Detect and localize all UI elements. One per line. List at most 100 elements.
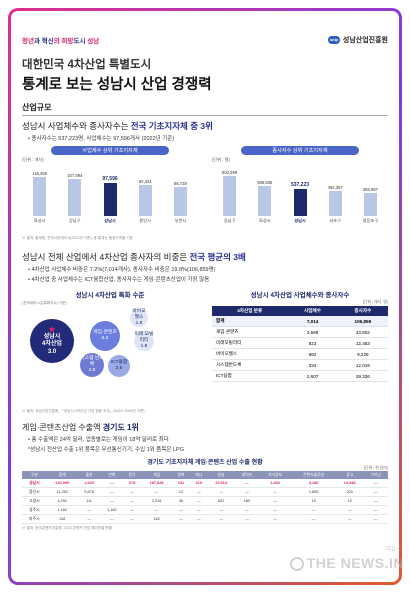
- slogan-part: 의 희망: [53, 38, 74, 45]
- bubble-value: 2.8: [88, 367, 96, 373]
- bar-value-label: 596,605: [257, 180, 273, 186]
- table-header-cell: 영화: [172, 471, 190, 479]
- bar-value-label: 97,596: [102, 175, 118, 182]
- page-title: 통계로 보는 성남시 산업 경쟁력: [22, 77, 212, 93]
- table-header-cell: 게임: [141, 471, 173, 479]
- agency-logo-icon: snip: [327, 36, 340, 44]
- table-cell: 1,406: [259, 479, 291, 488]
- table-row: 용인시 11,252 5,676— — —12— — — —1,605 220—: [22, 487, 388, 497]
- table-cell: —: [363, 479, 388, 488]
- table-cell: —: [100, 487, 124, 497]
- industry-table: 4차산업 분류 사업체수 종사자수 합계 7,014 106,859 게임·콘텐츠 2,56…: [212, 306, 388, 382]
- panel-title: 성남시 4차산업 사업체수와 종사자수: [250, 292, 350, 299]
- table-cell: 용인시: [22, 487, 47, 497]
- table-cell: —: [207, 487, 235, 497]
- table-cell: 36: [172, 496, 190, 506]
- bar-category-label: 서초구: [329, 218, 341, 223]
- table-header-cell: 4차산업 분류: [212, 306, 288, 316]
- table-cell: 12,483: [337, 337, 388, 349]
- table-header-cell: 캐릭터: [234, 471, 260, 479]
- table-cell: 242,999: [46, 479, 78, 488]
- table-header-cell: 구분: [22, 471, 47, 479]
- export-table: 구분 합계 출판 만화 음악 게임 영화 애니 방송 캐릭터 지식정보 콘텐츠솔루션 광고 이러닝 성남시…: [22, 471, 388, 524]
- bar-value-label: 116,455: [32, 170, 47, 176]
- table-cell: —: [234, 505, 260, 515]
- table-cell: 시스템반도체: [212, 359, 288, 371]
- chart-bar: [138, 184, 152, 216]
- export-source: ※ 출처: 한국콘텐츠진흥원, 2023 콘텐츠 산업 해외진출 현황: [22, 526, 113, 530]
- table-header-row: 구분 합계 출판 만화 음악 게임 영화 애니 방송 캐릭터 지식정보 콘텐츠솔루션 광고 이러닝: [22, 471, 388, 479]
- export-bullet: *성남시 전산업 수출 1위 품목은 무선통신기기, 수입 1위 품목은 LPG: [28, 447, 184, 453]
- table-header-cell: 합계: [46, 471, 78, 479]
- table-cell: 334: [287, 359, 338, 371]
- table-cell: 22,914: [207, 479, 235, 488]
- table-cell: —: [290, 505, 337, 515]
- table-cell: 5,676: [77, 487, 101, 497]
- table-row: 시스템반도체 334 12,019: [212, 359, 388, 371]
- table-cell: —: [363, 487, 388, 497]
- table-cell: —: [259, 505, 291, 515]
- slogan-part: 과 혁신: [33, 38, 54, 45]
- table-cell: 106,859: [337, 316, 388, 327]
- specialization-panel: 성남시 4차산업 특화 수준 (전국대비 LQ(특화지수) 기준) ★ 성남시 …: [22, 289, 198, 407]
- table-cell: —: [123, 496, 142, 506]
- table-header-cell: 지식정보: [259, 471, 291, 479]
- table-cell: 678: [123, 479, 142, 488]
- table-cell: 12,019: [337, 359, 388, 371]
- panel-title: 성남시 4차산업 특화 수준: [75, 292, 145, 299]
- agency-name: 성남산업진흥원: [342, 37, 388, 44]
- table-cell: —: [363, 514, 388, 524]
- chart-plot: 802,559 강남구 596,605 화성시 537,223 성남시 492,367 서초구…: [212, 164, 388, 226]
- table-cell: —: [336, 514, 364, 524]
- city-slogan: 청년과 혁신의 희망도시 성남: [22, 35, 99, 45]
- bar-charts: 사업체수 상위 기초지자체 (단위 : 개사) 116,455 화성시 107,89…: [22, 146, 388, 234]
- table-header-cell: 사업체수: [287, 306, 338, 316]
- table-cell: 43,602: [337, 326, 388, 338]
- chart-bar: [223, 175, 237, 216]
- table-row: 파주시 118— — —118— — — — — — — —: [22, 514, 388, 524]
- bubble-value: 2.6: [115, 366, 123, 371]
- infographic-page: 청년과 혁신의 희망도시 성남 snip 성남산업진흥원 대한민국 4차산업 특…: [22, 32, 388, 572]
- table-row: 고양시 4,291 111— —2,316 36—602 180—15 12—: [22, 496, 388, 506]
- bubble-mobility: 미래 모빌리티 1.9: [134, 331, 154, 351]
- bar-category-label: 성남시: [294, 218, 306, 223]
- bubble-label: 바이오 헬스: [132, 309, 146, 321]
- export-table-unit: (단위 : 천 달러): [363, 466, 388, 470]
- table-cell: —: [189, 514, 208, 524]
- headline-text: 성남시 사업체수와 종사자수는: [22, 121, 131, 131]
- table-cell: —: [259, 487, 291, 497]
- table-cell: —: [123, 514, 142, 524]
- chart-bar: [103, 182, 117, 216]
- table-cell: —: [363, 505, 388, 515]
- bar-value-label: 92,424: [138, 178, 152, 184]
- table-row: 게임·콘텐츠 2,568 43,602: [212, 326, 388, 338]
- table-cell: —: [189, 487, 208, 497]
- table-cell: 1,182: [100, 505, 124, 515]
- table-cell: —: [189, 505, 208, 515]
- table-cell: —: [141, 505, 173, 515]
- table-cell: 823: [287, 337, 338, 349]
- slogan-part: 청년: [22, 38, 34, 45]
- table-cell: —: [172, 505, 190, 515]
- business-count-chart: 사업체수 상위 기초지자체 (단위 : 개사) 116,455 화성시 107,89…: [22, 146, 198, 234]
- table-cell: —: [189, 496, 208, 506]
- table-cell: 3,186: [290, 479, 337, 488]
- table-row: 광주시 1,182—1,182— — — — — — — — — —: [22, 505, 388, 515]
- table-cell: 15: [290, 496, 337, 506]
- bar-value-label: 107,894: [67, 173, 83, 179]
- table-cell: —: [77, 505, 101, 515]
- table-cell: 602: [207, 496, 235, 506]
- table-cell: —: [172, 514, 190, 524]
- headline-text: 게임·콘텐츠산업 수출액: [22, 423, 103, 432]
- stat1-headline: 성남시 사업체수와 종사자수는 전국 기초지자체 중 3위: [22, 120, 388, 132]
- table-cell: —: [141, 487, 173, 497]
- export-headline: 게임·콘텐츠산업 수출액 경기도 1위: [22, 422, 388, 433]
- table-cell: —: [234, 514, 260, 524]
- table-cell: 180: [234, 496, 260, 506]
- bar-value-label: 86,728: [173, 180, 187, 186]
- star-icon: ★: [48, 325, 56, 335]
- table-cell: —: [100, 496, 124, 506]
- table-row: 바이오헬스 682 9,229: [212, 348, 388, 360]
- header-bar: 청년과 혁신의 희망도시 성남 snip 성남산업진흥원: [22, 32, 388, 48]
- table-cell: —: [336, 505, 364, 515]
